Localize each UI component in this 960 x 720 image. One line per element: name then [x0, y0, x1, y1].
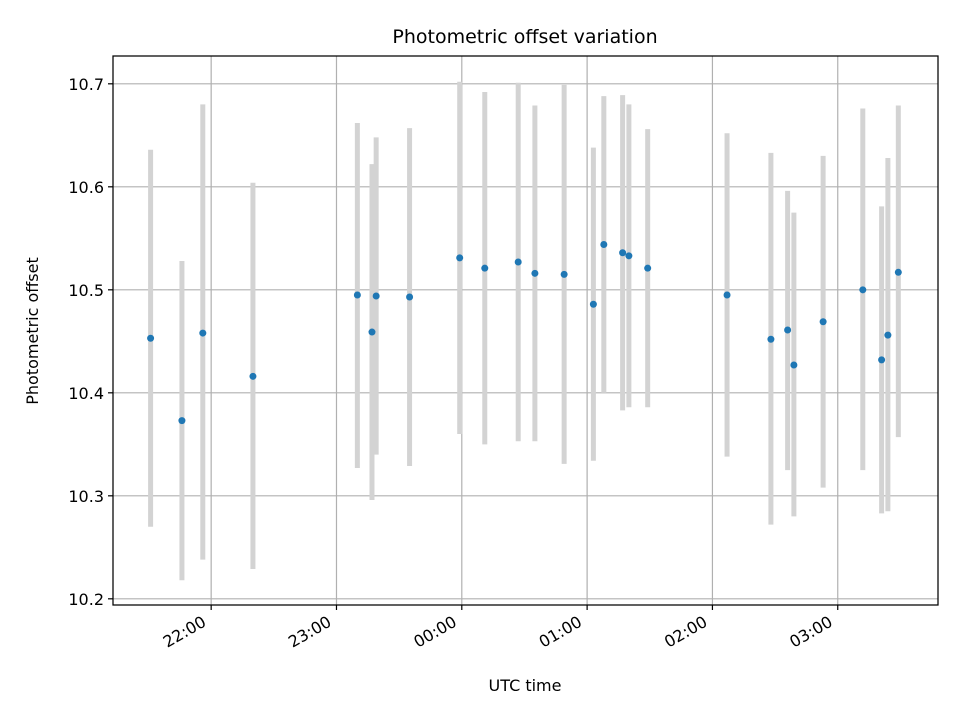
- data-point: [790, 361, 798, 369]
- data-point: [368, 328, 376, 336]
- data-point: [819, 318, 827, 326]
- data-point: [767, 335, 775, 343]
- data-point: [589, 300, 597, 308]
- data-point: [859, 286, 867, 294]
- data-point: [147, 334, 155, 342]
- data-point: [481, 264, 489, 272]
- data-point: [878, 356, 886, 364]
- data-points: [147, 240, 902, 425]
- data-point: [406, 293, 414, 301]
- y-tick-label: 10.2: [68, 590, 104, 609]
- plot-frame: [112, 55, 939, 606]
- data-point: [199, 329, 207, 337]
- data-point: [249, 372, 257, 380]
- data-point: [600, 240, 608, 248]
- y-tick-label: 10.6: [68, 178, 104, 197]
- x-axis-label: UTC time: [489, 676, 562, 695]
- y-tick-label: 10.7: [68, 75, 104, 94]
- data-point: [531, 269, 539, 277]
- data-point: [514, 258, 522, 266]
- data-point: [456, 254, 464, 262]
- y-tick-label: 10.4: [68, 384, 104, 403]
- data-point: [894, 268, 902, 276]
- data-point: [723, 291, 731, 299]
- y-tick-label: 10.3: [68, 487, 104, 506]
- data-point: [353, 291, 361, 299]
- y-axis-label: Photometric offset: [23, 257, 42, 405]
- data-point: [784, 326, 792, 334]
- data-point: [178, 417, 186, 425]
- data-point: [884, 331, 892, 339]
- y-tick-label: 10.5: [68, 281, 104, 300]
- data-point: [644, 264, 652, 272]
- y-axis: 10.2 10.3 10.4 10.5 10.6 10.7: [68, 75, 113, 609]
- data-point: [625, 252, 633, 260]
- data-point: [619, 249, 627, 257]
- data-point: [560, 270, 568, 278]
- chart-title: Photometric offset variation: [392, 26, 657, 48]
- data-point: [372, 292, 380, 300]
